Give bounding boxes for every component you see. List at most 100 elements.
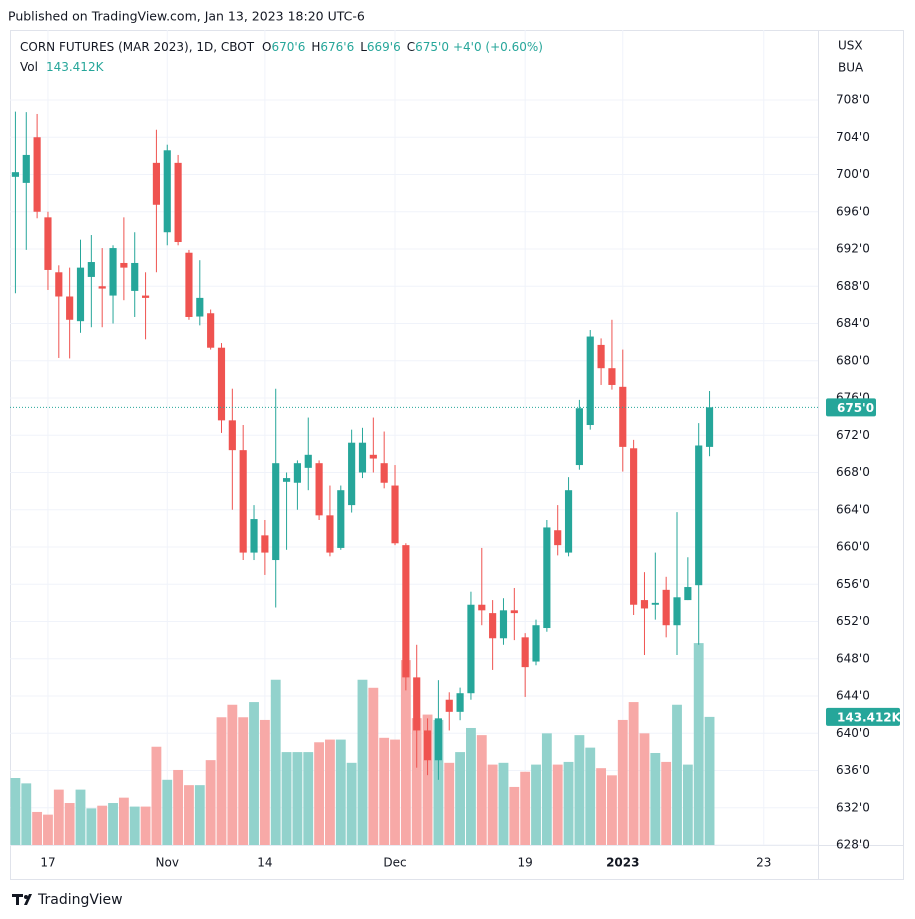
volume-bar [585, 747, 596, 845]
change: +4'0 (+0.60%) [453, 40, 543, 54]
volume-bar [411, 718, 422, 845]
candle-body [673, 597, 681, 626]
ohlc-key: C [407, 40, 415, 54]
y-tick-label: 632'0 [836, 800, 870, 814]
candle-body [608, 368, 616, 385]
ohlc-value: 675'0 [415, 40, 449, 54]
candle-body [131, 262, 139, 291]
volume-bar [216, 717, 227, 845]
unit: BUA [838, 61, 864, 75]
candle-body [152, 162, 160, 205]
legend-header: CORN FUTURES (MAR 2023), 1D, CBOT O670'6 H… [20, 40, 543, 54]
candle-body [250, 519, 258, 553]
volume-bar [314, 742, 325, 845]
candle-body [293, 463, 301, 483]
volume-bar [43, 814, 53, 845]
volume-bar [704, 716, 715, 845]
published: Published on TradingView.com, Jan 13, 20… [8, 9, 365, 24]
last-price-label: 675'0 [837, 401, 874, 415]
x-tick-label: Dec [383, 856, 406, 870]
volume-bar [86, 808, 97, 845]
last-volume-label: 143.412K [837, 710, 902, 724]
y-tick-label: 696'0 [836, 204, 870, 218]
volume-bar [531, 764, 541, 845]
candle-body [510, 610, 518, 614]
vol-value: 143.412K [46, 60, 105, 74]
x-tick-label: Nov [156, 856, 179, 870]
y-tick-label: 636'0 [836, 763, 870, 777]
y-tick-label: 684'0 [836, 316, 870, 330]
candle-body [109, 248, 117, 296]
candle-body [543, 527, 551, 629]
ohlc-value: 676'6 [320, 40, 354, 54]
volume-bar [563, 761, 574, 845]
candle-body [228, 420, 236, 451]
volume-bar [661, 761, 672, 845]
volume-bar [379, 737, 390, 845]
volume-bar [672, 704, 682, 845]
candle-body [467, 604, 475, 694]
ohlc-key: O [262, 40, 271, 54]
ohlc-key: H [311, 40, 320, 54]
candle-body [434, 718, 442, 761]
candle-body [445, 699, 453, 712]
last-volume-box [826, 707, 900, 726]
candle-body [662, 589, 670, 626]
volume-bar [249, 702, 259, 845]
y-tick-label: 628'0 [836, 838, 870, 852]
y-tick-label: 680'0 [836, 353, 870, 367]
candle-body [391, 485, 399, 544]
volume-bar [162, 779, 173, 845]
volume-bar [552, 764, 563, 845]
volume-bar [509, 786, 520, 845]
y-tick-label: 644'0 [836, 689, 870, 703]
candle-body [239, 450, 247, 553]
candle-body [44, 217, 52, 270]
volume-bar [118, 797, 129, 845]
volume-bar [455, 752, 466, 845]
y-tick-label: 664'0 [836, 502, 870, 516]
volume-bar [466, 727, 476, 845]
volume-bar [32, 811, 43, 845]
candle-body [163, 150, 171, 233]
x-tick-label: 14 [257, 856, 272, 870]
candle-body [369, 454, 377, 459]
vol-label: Vol [20, 60, 38, 74]
candle-body [261, 535, 269, 553]
candle-body [66, 296, 74, 320]
volume-bar [325, 739, 335, 845]
volume-bar [140, 806, 151, 845]
ohlc-value: 670'6 [271, 40, 305, 54]
volume-bar [400, 660, 411, 845]
volume-bar [574, 735, 585, 845]
candle-body [575, 408, 583, 466]
volume-bar [390, 739, 400, 845]
candle-body [272, 463, 280, 561]
volume-bar [75, 789, 86, 845]
candle-body [521, 637, 529, 668]
y-tick-label: 652'0 [836, 614, 870, 628]
candle-body [98, 286, 106, 289]
candle-body [358, 442, 367, 473]
volume-bar [639, 733, 650, 845]
volume-bar [205, 760, 216, 845]
chart-frame [10, 30, 904, 880]
y-tick-label: 656'0 [836, 577, 870, 591]
volume-bar [693, 643, 704, 845]
candle-body [499, 610, 508, 639]
volume-bar [97, 805, 108, 845]
y-tick-label: 688'0 [836, 279, 870, 293]
footer-brand: TradingView [37, 892, 123, 908]
volume-bar [108, 803, 118, 845]
candle-body [705, 407, 714, 447]
volume-bar [628, 702, 639, 845]
candle-body [326, 515, 334, 553]
volume-bar [194, 785, 205, 845]
candle-body [640, 600, 649, 609]
symbol: CORN FUTURES (MAR 2023), 1D, CBOT [20, 40, 255, 54]
volume-bar [129, 806, 140, 845]
last-price-box [826, 398, 876, 417]
ohlc-value: 669'6 [367, 40, 401, 54]
